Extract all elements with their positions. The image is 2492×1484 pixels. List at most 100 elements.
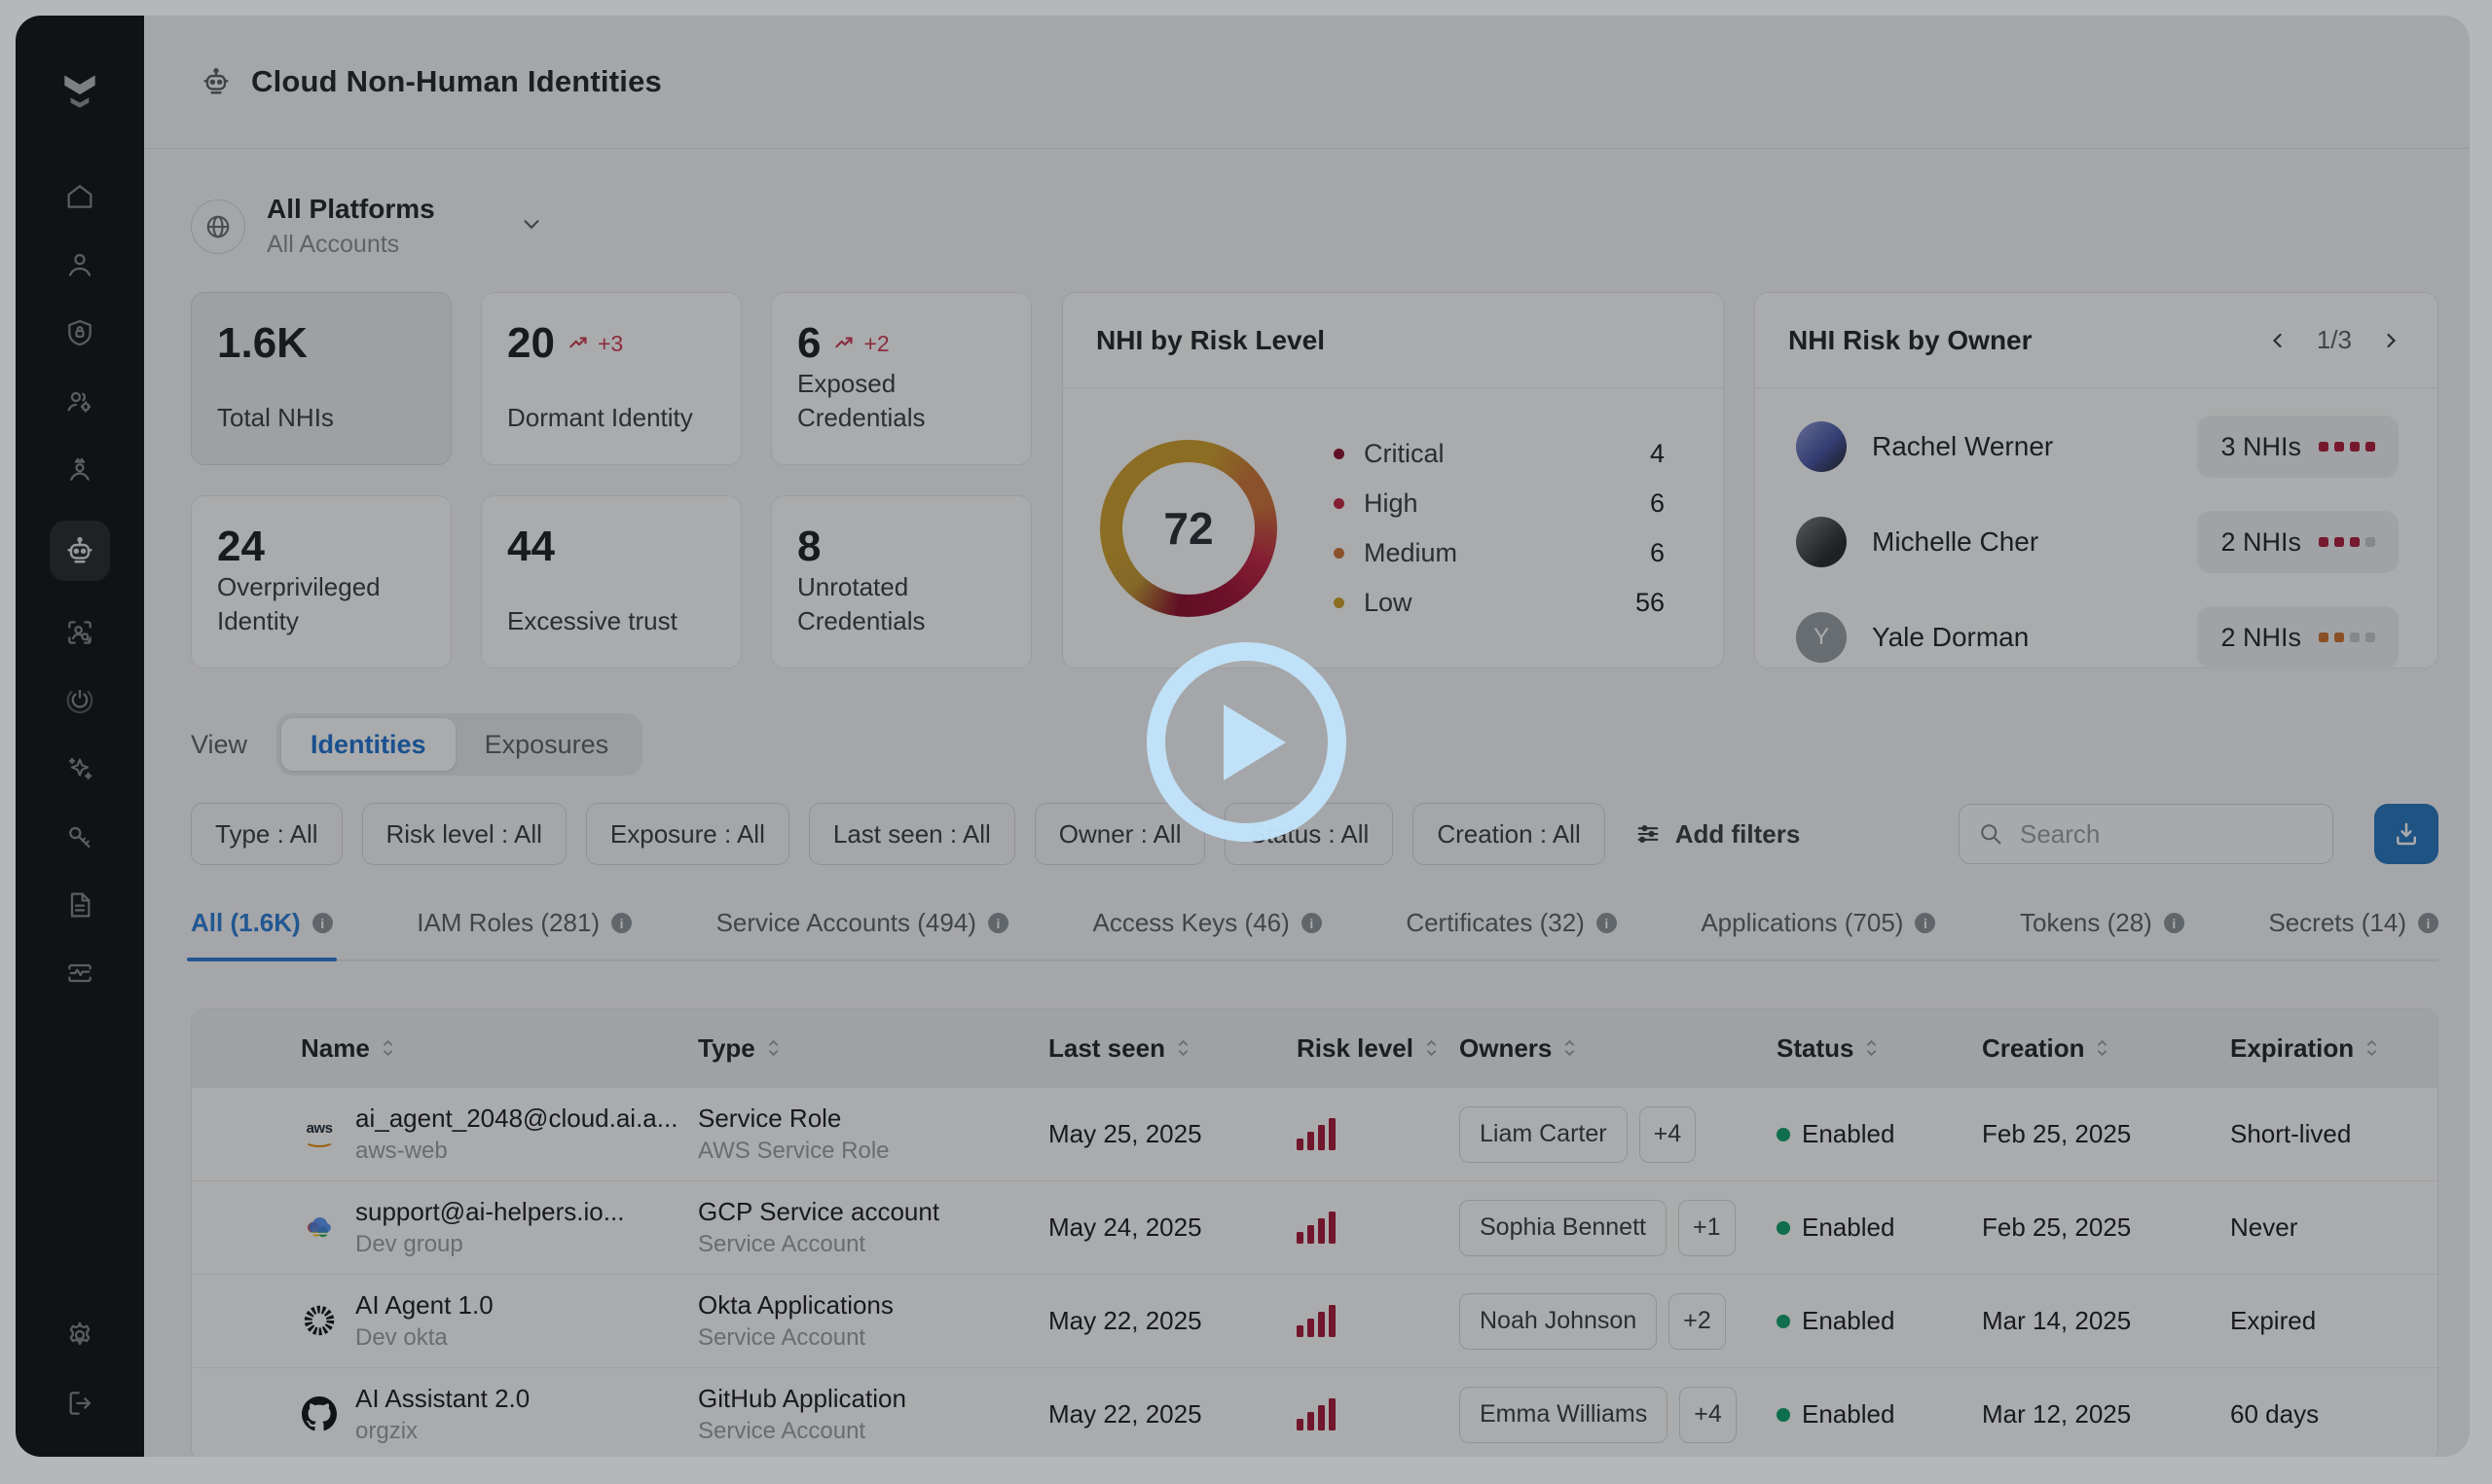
filter-chip-owner[interactable]: Owner : All <box>1034 803 1206 865</box>
tab-applications[interactable]: Applications (705) <box>1701 908 1936 959</box>
activity-widget-icon[interactable] <box>63 957 96 990</box>
sidebar-nav <box>50 180 110 990</box>
owner-chip[interactable]: Sophia Bennett <box>1459 1199 1667 1256</box>
risk-level-bars <box>1277 1398 1448 1430</box>
play-icon <box>1223 704 1286 780</box>
tab-tokens[interactable]: Tokens (28) <box>2020 908 2184 959</box>
owner-extra-chip[interactable]: +1 <box>1677 1199 1736 1256</box>
tab-service-accounts[interactable]: Service Accounts (494) <box>716 908 1008 959</box>
table-row[interactable]: ai_agent_2048@cloud.ai.a... aws-web Serv… <box>192 1087 2437 1180</box>
type-sub: Service Account <box>698 1418 866 1445</box>
home-icon[interactable] <box>63 180 96 213</box>
export-download-button[interactable] <box>2374 804 2438 864</box>
owner-row[interactable]: Michelle Cher 2 NHIs <box>1796 511 2399 573</box>
add-filters-label: Add filters <box>1674 818 1801 849</box>
status-dot-enabled <box>1777 1127 1790 1141</box>
creation-cell: Feb 25, 2025 <box>1982 1119 2132 1148</box>
avatar <box>1796 421 1847 472</box>
table-row[interactable]: support@ai-helpers.io... Dev group GCP S… <box>192 1180 2437 1274</box>
identity-name: AI Assistant 2.0 <box>355 1383 531 1413</box>
stat-card-total-nhis[interactable]: 1.6K Total NHIs <box>191 292 452 465</box>
filter-chip-type[interactable]: Type : All <box>191 803 343 865</box>
status-cell: Enabled <box>1769 1119 1968 1149</box>
type-sub: AWS Service Role <box>698 1138 890 1165</box>
owner-nhi-count: 2 NHIs <box>2220 622 2301 652</box>
video-play-button[interactable] <box>1147 642 1346 842</box>
sort-icon <box>1867 1039 1877 1057</box>
column-header-name[interactable]: Name <box>192 1033 698 1064</box>
okta-icon <box>301 1302 338 1339</box>
chevron-right-icon[interactable] <box>2377 327 2404 354</box>
stat-value: 6 <box>797 319 822 367</box>
tab-identities[interactable]: Identities <box>281 718 456 771</box>
info-icon <box>312 913 333 933</box>
owner-row[interactable]: Y Yale Dorman 2 NHIs <box>1796 606 2399 669</box>
stat-value: 44 <box>507 523 555 570</box>
owner-row[interactable]: Rachel Werner 3 NHIs <box>1796 416 2399 478</box>
tab-all[interactable]: All (1.6K) <box>187 908 337 961</box>
stat-card-overprivileged-identity[interactable]: 24 Overprivileged Identity <box>191 495 452 669</box>
power-radar-icon[interactable] <box>63 684 96 717</box>
stat-card-excessive-trust[interactable]: 44 Excessive trust <box>481 495 742 669</box>
tab-exposures[interactable]: Exposures <box>484 729 609 759</box>
user-crown-icon[interactable] <box>63 452 96 486</box>
owner-name: Michelle Cher <box>1872 526 2039 557</box>
stat-card-dormant-identity[interactable]: 20 +3 Dormant Identity <box>481 292 742 465</box>
shield-lock-icon[interactable] <box>63 316 96 349</box>
tab-iam-roles[interactable]: IAM Roles (281) <box>417 908 633 959</box>
type-cell: Service Role AWS Service Role <box>698 1103 1048 1166</box>
filter-chip-exposure[interactable]: Exposure : All <box>585 803 789 865</box>
column-header-risk-level[interactable]: Risk level <box>1277 1033 1448 1064</box>
column-header-last-seen[interactable]: Last seen <box>1048 1033 1277 1064</box>
sidebar-item-nhi-active[interactable] <box>50 521 110 581</box>
risk-score: 72 <box>1163 503 1214 554</box>
tab-certificates[interactable]: Certificates (32) <box>1406 908 1617 959</box>
stat-value: 24 <box>217 523 265 570</box>
table-row[interactable]: AI Assistant 2.0 orgzix GitHub Applicati… <box>192 1367 2437 1457</box>
users-gear-icon[interactable] <box>63 384 96 417</box>
add-filters-button[interactable]: Add filters <box>1634 818 1801 850</box>
document-icon[interactable] <box>63 888 96 922</box>
column-header-expiration[interactable]: Expiration <box>2212 1033 2437 1064</box>
platform-text: All Platforms All Accounts <box>267 194 435 259</box>
logout-icon[interactable] <box>63 1387 96 1420</box>
legend-value: 56 <box>1634 588 1665 617</box>
filter-chip-risk-level[interactable]: Risk level : All <box>361 803 567 865</box>
name-cell: AI Assistant 2.0 orgzix <box>192 1383 698 1446</box>
settings-gear-icon[interactable] <box>63 1319 96 1352</box>
owners-pager: 1/3 <box>2264 325 2404 355</box>
scan-user-icon[interactable] <box>63 616 96 649</box>
creation-cell: Feb 25, 2025 <box>1982 1213 2132 1242</box>
risk-level-bars <box>1277 1118 1448 1150</box>
search-input[interactable] <box>2018 817 2315 851</box>
user-icon[interactable] <box>63 248 96 281</box>
table-row[interactable]: AI Agent 1.0 Dev okta Okta Applications … <box>192 1274 2437 1367</box>
stat-card-unrotated-credentials[interactable]: 8 Unrotated Credentials <box>771 495 1032 669</box>
chevron-left-icon[interactable] <box>2264 327 2291 354</box>
owners-cell: Noah Johnson +2 <box>1448 1292 1769 1350</box>
owner-chip[interactable]: Noah Johnson <box>1459 1292 1658 1350</box>
owner-extra-chip[interactable]: +2 <box>1668 1292 1726 1350</box>
stat-value: 1.6K <box>217 319 308 367</box>
column-header-creation[interactable]: Creation <box>1968 1033 2212 1064</box>
info-icon <box>611 913 633 933</box>
owner-extra-chip[interactable]: +4 <box>1638 1105 1697 1163</box>
filter-chip-creation[interactable]: Creation : All <box>1412 803 1605 865</box>
tab-secrets[interactable]: Secrets (14) <box>2268 908 2438 959</box>
key-icon[interactable] <box>63 820 96 853</box>
stat-card-exposed-credentials[interactable]: 6 +2 Exposed Credentials <box>771 292 1032 465</box>
type-main: Okta Applications <box>698 1289 894 1320</box>
owner-extra-chip[interactable]: +4 <box>1679 1386 1737 1443</box>
column-header-status[interactable]: Status <box>1769 1033 1968 1064</box>
platform-selector[interactable]: All Platforms All Accounts <box>191 194 716 259</box>
column-header-owners[interactable]: Owners <box>1448 1033 1769 1064</box>
owner-chip[interactable]: Liam Carter <box>1459 1105 1628 1163</box>
owner-chip[interactable]: Emma Williams <box>1459 1386 1668 1443</box>
page-header: Cloud Non-Human Identities <box>144 16 2470 149</box>
risk-level-bars <box>1277 1212 1448 1244</box>
column-header-type[interactable]: Type <box>698 1033 1048 1064</box>
last-seen-cell: May 22, 2025 <box>1048 1399 1202 1429</box>
tab-access-keys[interactable]: Access Keys (46) <box>1092 908 1322 959</box>
sparkles-icon[interactable] <box>63 752 96 785</box>
filter-chip-last-seen[interactable]: Last seen : All <box>808 803 1015 865</box>
